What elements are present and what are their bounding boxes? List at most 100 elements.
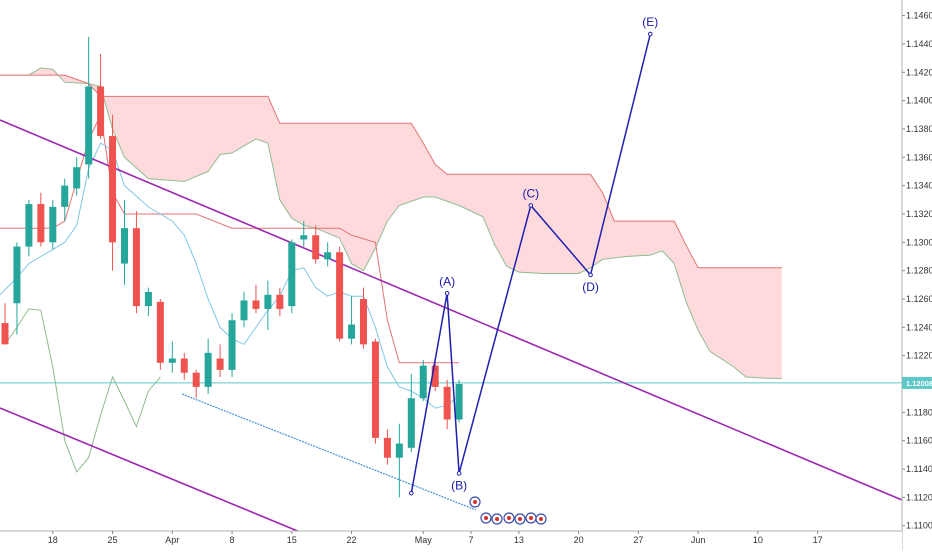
candle-up [395,443,403,458]
event-flag-dot-icon [529,516,533,520]
candle-up [144,291,152,307]
price-tick-label: 1.14600 [906,11,932,21]
price-tick-label: 1.13400 [906,181,932,191]
elliott-wave: (A) (B) (C) (D) (E) [409,15,658,496]
candle-down [431,365,439,387]
candle-down [180,358,188,373]
candle-down [252,300,260,309]
time-axis[interactable]: 11825Apr81522May7132027Jun1017 [0,530,902,550]
candle-up [25,204,33,247]
candle-up [419,365,427,399]
channel-upper-line [0,119,903,501]
candle-up [121,228,128,264]
event-icons [469,496,547,525]
candle-up [49,206,57,243]
wave-point [444,291,450,296]
time-tick-label: 7 [469,535,474,545]
candle-down [360,299,367,345]
price-tick-label: 1.12200 [906,351,932,361]
event-flag-dot-icon [473,500,477,504]
wave-point [409,490,414,496]
candle-down [1,323,9,345]
time-tick-label: 22 [347,535,357,545]
candle-up [85,86,93,165]
wave-label: (A) [439,274,455,288]
candle-up [324,252,332,260]
price-tick-label: 1.11600 [906,436,932,446]
wave-label: (C) [522,186,539,200]
wave-point [456,471,462,476]
price-tick-label: 1.13000 [906,237,932,247]
candle-up [407,398,415,448]
event-flag-dot-icon [507,516,511,520]
candle-up [348,324,356,339]
candle-down [276,294,284,309]
candle-down [37,204,45,243]
event-flag-dot-icon [495,517,499,521]
candle-up [13,246,21,304]
candle-up [288,242,296,307]
time-tick-label: 13 [514,535,524,545]
candle-down [336,252,344,339]
time-tick-label: 8 [230,535,235,545]
wave-label: (D) [582,280,599,294]
candle-up [204,352,212,387]
candle-down [109,136,117,243]
channel-lower-line [0,407,301,533]
price-tick-label: 1.14000 [906,96,932,106]
last-price-tag-label: 1.12008 [906,379,932,388]
price-tick-label: 1.14400 [906,39,932,49]
last-price-tag[interactable]: 1.12008 [902,376,932,389]
cloud-fill [0,68,782,379]
price-tick-label: 1.11200 [906,492,932,502]
price-tick-label: 1.12600 [906,294,932,304]
candle-up [264,294,272,309]
time-axis-background [0,531,902,550]
wave-path [410,33,652,494]
event-flag-dot-icon [484,516,488,520]
price-tick-label: 1.12800 [906,266,932,276]
candle-up [240,300,248,321]
wave-point [648,31,653,37]
candle-down [97,86,105,137]
price-axis-background [902,0,932,550]
time-tick-label: 18 [48,535,58,545]
price-tick-label: 1.11000 [906,521,932,531]
event-flag-dot-icon [539,517,543,521]
candle-down [383,437,391,458]
candle-up [228,320,236,370]
time-tick-label: 20 [574,535,584,545]
time-tick-label: 27 [633,535,643,545]
price-tick-label: 1.12400 [906,322,932,332]
price-tick-label: 1.11800 [906,407,932,417]
wave-point [588,272,593,278]
wave-point [528,203,534,208]
candle-down [443,386,451,420]
candles [1,36,463,498]
time-tick-label: 17 [813,535,823,545]
candle-up [61,185,69,207]
senkou-span-a-line [0,67,782,379]
trend-line [181,393,477,511]
tenkan-sen-line [0,142,460,409]
time-tick-label: 15 [287,535,297,545]
candle-up [168,358,176,363]
time-tick-label: May [415,535,433,545]
candle-up [300,235,308,240]
candle-down [371,341,379,438]
price-tick-label: 1.13600 [906,152,932,162]
price-tick-label: 1.14200 [906,67,932,77]
wave-label: (E) [642,15,658,29]
wave-label: (B) [451,478,467,492]
price-tick-label: 1.13800 [906,124,932,134]
indicator-lines [0,113,902,473]
channel-lines [0,119,903,533]
kijun-sen-line [0,113,460,364]
last-price-tag-background [902,376,932,389]
candle-up [73,167,81,189]
price-axis[interactable]: 1.11000 1.11200 1.11400 1.11600 1.11800 1.120… [901,0,932,550]
candle-down [156,301,164,363]
candle-down [192,372,200,387]
